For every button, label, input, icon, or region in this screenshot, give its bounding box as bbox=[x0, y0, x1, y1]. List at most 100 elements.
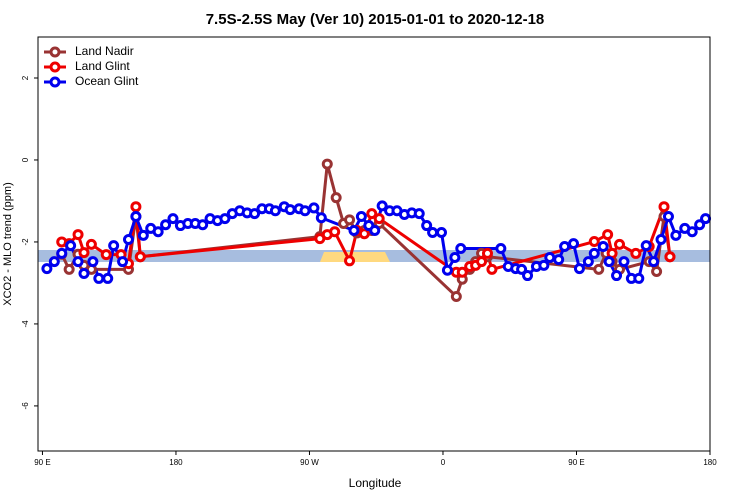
data-point bbox=[686, 226, 698, 238]
data-point bbox=[366, 208, 378, 220]
data-point bbox=[658, 201, 670, 213]
data-point bbox=[315, 212, 327, 224]
data-point bbox=[219, 213, 231, 225]
data-point bbox=[640, 240, 652, 252]
data-point bbox=[602, 229, 614, 241]
data-point bbox=[662, 211, 674, 223]
data-point bbox=[630, 247, 642, 259]
x-tick-label: 90 E bbox=[34, 458, 50, 467]
data-point bbox=[700, 213, 712, 225]
legend-marker bbox=[49, 46, 61, 58]
data-point bbox=[559, 240, 571, 252]
data-point bbox=[588, 247, 600, 259]
data-point bbox=[582, 256, 594, 268]
data-point bbox=[516, 263, 528, 275]
data-point bbox=[694, 219, 706, 231]
data-point bbox=[376, 200, 388, 212]
data-point bbox=[538, 259, 550, 271]
data-point bbox=[299, 205, 311, 217]
data-point bbox=[603, 256, 615, 268]
data-point bbox=[455, 243, 467, 255]
plot-frame bbox=[37, 36, 711, 452]
data-point bbox=[358, 228, 370, 240]
y-tick-label: 0 bbox=[21, 157, 30, 162]
data-point bbox=[152, 226, 164, 238]
data-point bbox=[72, 229, 84, 241]
data-point bbox=[134, 251, 146, 263]
data-point bbox=[284, 204, 296, 216]
data-point bbox=[633, 272, 645, 284]
data-point bbox=[344, 255, 356, 267]
data-point bbox=[130, 201, 142, 213]
data-point bbox=[481, 247, 493, 259]
y-axis-label: XCO2 - MLO trend (ppm) bbox=[2, 182, 14, 305]
data-point bbox=[522, 270, 534, 282]
legend-marker bbox=[49, 76, 61, 88]
data-point bbox=[421, 220, 433, 232]
y-tick-label: -2 bbox=[21, 238, 30, 246]
data-point bbox=[85, 238, 97, 250]
data-point bbox=[648, 256, 660, 268]
x-tick-label: 90 E bbox=[568, 458, 584, 467]
data-point bbox=[369, 224, 381, 236]
x-tick-label: 180 bbox=[703, 458, 717, 467]
data-point bbox=[441, 264, 453, 276]
x-axis-label: Longitude bbox=[349, 476, 402, 490]
data-point bbox=[117, 256, 129, 268]
data-point bbox=[413, 208, 425, 220]
data-point bbox=[593, 263, 605, 275]
data-point bbox=[249, 208, 261, 220]
data-point bbox=[355, 211, 367, 223]
data-point bbox=[100, 249, 112, 261]
plot-area bbox=[41, 158, 712, 302]
data-point bbox=[72, 256, 84, 268]
data-point bbox=[348, 224, 360, 236]
x-tick-label: 180 bbox=[169, 458, 183, 467]
data-point bbox=[160, 219, 172, 231]
data-point bbox=[41, 263, 53, 275]
data-point bbox=[597, 240, 609, 252]
data-point bbox=[93, 272, 105, 284]
y-tick-label: -4 bbox=[21, 320, 30, 328]
data-point bbox=[476, 256, 488, 268]
data-point bbox=[122, 233, 134, 245]
data-point bbox=[102, 272, 114, 284]
data-point bbox=[373, 213, 385, 225]
data-point bbox=[269, 205, 281, 217]
data-point bbox=[614, 238, 626, 250]
data-point bbox=[544, 252, 556, 264]
y-tick-label: -6 bbox=[21, 402, 30, 410]
data-point bbox=[137, 229, 149, 241]
data-point bbox=[197, 219, 209, 231]
data-point bbox=[330, 192, 342, 204]
data-point bbox=[449, 252, 461, 264]
data-point bbox=[321, 158, 333, 170]
data-point bbox=[495, 243, 507, 255]
data-point bbox=[308, 202, 320, 214]
data-point bbox=[568, 238, 580, 250]
data-point bbox=[651, 265, 663, 277]
data-point bbox=[56, 247, 68, 259]
x-tick-label: 90 W bbox=[300, 458, 319, 467]
data-point bbox=[664, 251, 676, 263]
data-point bbox=[78, 268, 90, 280]
data-point bbox=[108, 240, 120, 252]
data-point bbox=[618, 256, 630, 268]
legend-marker bbox=[49, 61, 61, 73]
data-point bbox=[456, 266, 468, 278]
x-tick-label: 0 bbox=[441, 458, 446, 467]
data-point bbox=[435, 227, 447, 239]
data-point bbox=[588, 236, 600, 248]
legend-label: Land Glint bbox=[75, 59, 130, 73]
data-point bbox=[87, 256, 99, 268]
data-point bbox=[65, 240, 77, 252]
data-point bbox=[670, 229, 682, 241]
data-point bbox=[167, 213, 179, 225]
y-tick-label: 2 bbox=[21, 75, 30, 80]
data-point bbox=[427, 227, 439, 239]
data-point bbox=[486, 263, 498, 275]
data-point bbox=[344, 214, 356, 226]
legend-label: Land Nadir bbox=[75, 44, 134, 58]
data-point bbox=[329, 226, 341, 238]
chart-title: 7.5S-2.5S May (Ver 10) 2015-01-01 to 202… bbox=[206, 11, 545, 28]
